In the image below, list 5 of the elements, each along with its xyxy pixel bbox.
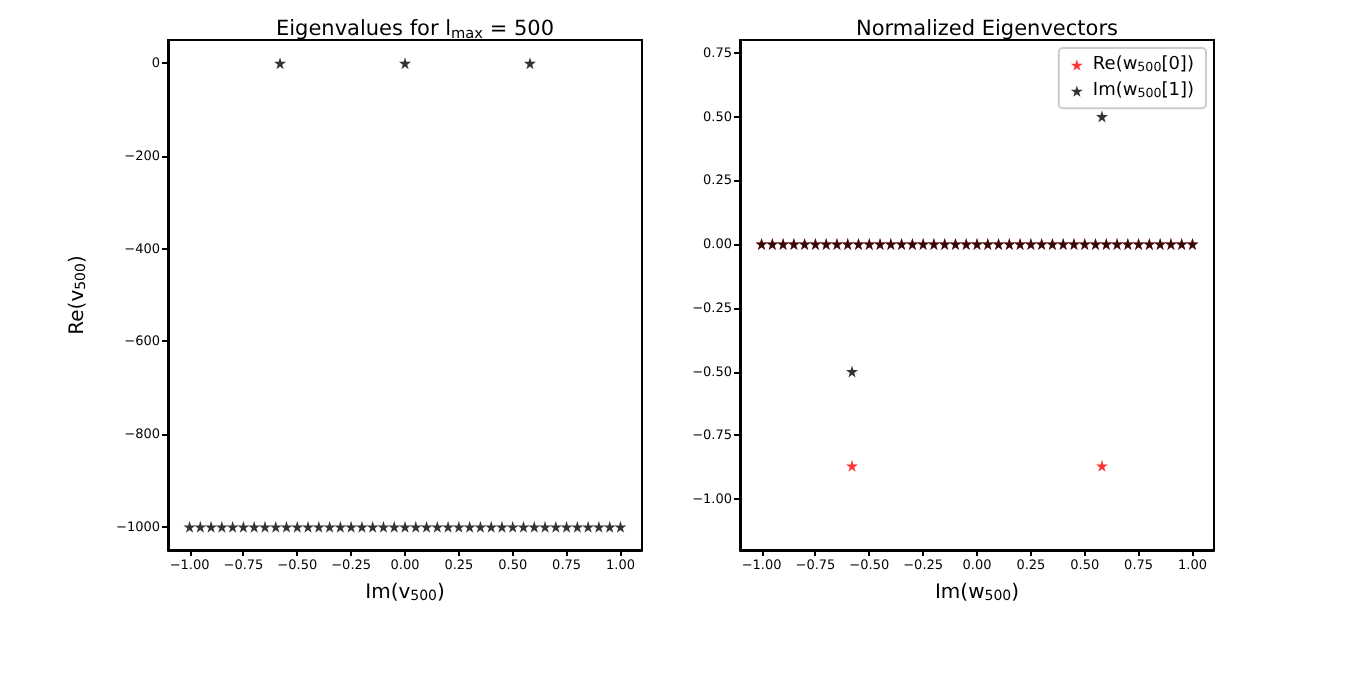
- point: [846, 365, 859, 378]
- point: [846, 459, 859, 472]
- chart-title: Normalized Eigenvectors: [856, 17, 1118, 41]
- point: [1095, 110, 1108, 123]
- point: [1095, 459, 1108, 472]
